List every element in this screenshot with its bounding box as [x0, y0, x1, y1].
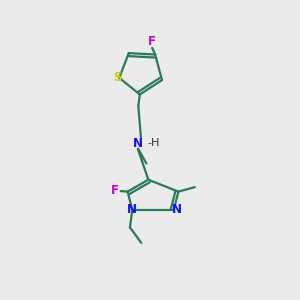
- Text: -H: -H: [147, 138, 160, 148]
- Text: N: N: [127, 203, 137, 217]
- Text: F: F: [111, 184, 119, 196]
- Text: F: F: [148, 35, 156, 48]
- Text: N: N: [172, 203, 182, 217]
- Text: S: S: [113, 71, 122, 84]
- Text: N: N: [133, 137, 143, 150]
